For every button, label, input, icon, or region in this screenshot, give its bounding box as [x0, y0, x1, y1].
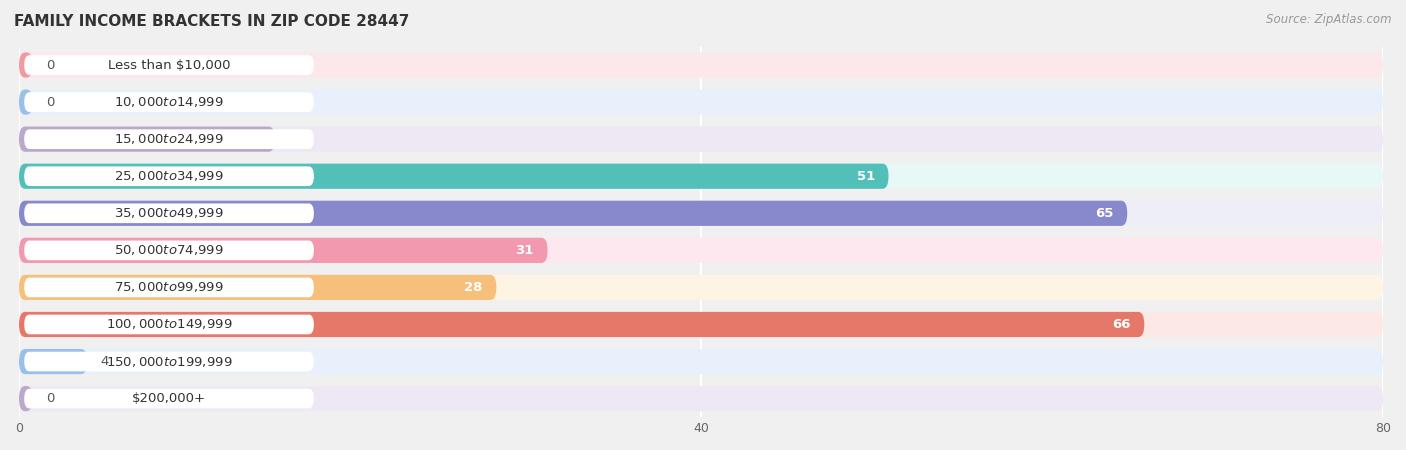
FancyBboxPatch shape: [24, 315, 314, 334]
FancyBboxPatch shape: [20, 126, 1384, 152]
Text: 31: 31: [516, 244, 534, 257]
FancyBboxPatch shape: [24, 55, 314, 75]
Text: $10,000 to $14,999: $10,000 to $14,999: [114, 95, 224, 109]
FancyBboxPatch shape: [20, 349, 87, 374]
Text: $150,000 to $199,999: $150,000 to $199,999: [105, 355, 232, 369]
FancyBboxPatch shape: [20, 275, 1384, 300]
FancyBboxPatch shape: [20, 201, 1128, 226]
FancyBboxPatch shape: [24, 166, 314, 186]
FancyBboxPatch shape: [20, 386, 32, 411]
Text: 0: 0: [46, 95, 55, 108]
FancyBboxPatch shape: [20, 164, 889, 189]
FancyBboxPatch shape: [20, 164, 1384, 189]
Text: 0: 0: [46, 392, 55, 405]
Text: 15: 15: [243, 133, 262, 146]
Text: $75,000 to $99,999: $75,000 to $99,999: [114, 280, 224, 294]
Text: Source: ZipAtlas.com: Source: ZipAtlas.com: [1267, 14, 1392, 27]
FancyBboxPatch shape: [24, 278, 314, 297]
Text: 65: 65: [1095, 207, 1114, 220]
Text: Less than $10,000: Less than $10,000: [108, 58, 231, 72]
FancyBboxPatch shape: [20, 275, 496, 300]
FancyBboxPatch shape: [24, 92, 314, 112]
FancyBboxPatch shape: [24, 240, 314, 260]
FancyBboxPatch shape: [20, 312, 1144, 337]
FancyBboxPatch shape: [20, 53, 32, 78]
Text: 28: 28: [464, 281, 482, 294]
Text: $200,000+: $200,000+: [132, 392, 207, 405]
FancyBboxPatch shape: [20, 126, 274, 152]
FancyBboxPatch shape: [20, 53, 1384, 78]
FancyBboxPatch shape: [20, 90, 1384, 115]
Text: 66: 66: [1112, 318, 1130, 331]
Text: FAMILY INCOME BRACKETS IN ZIP CODE 28447: FAMILY INCOME BRACKETS IN ZIP CODE 28447: [14, 14, 409, 28]
FancyBboxPatch shape: [20, 312, 1384, 337]
FancyBboxPatch shape: [20, 238, 1384, 263]
FancyBboxPatch shape: [20, 201, 1384, 226]
FancyBboxPatch shape: [24, 129, 314, 149]
Text: 0: 0: [46, 58, 55, 72]
FancyBboxPatch shape: [20, 349, 1384, 374]
Text: $25,000 to $34,999: $25,000 to $34,999: [114, 169, 224, 183]
FancyBboxPatch shape: [20, 90, 32, 115]
FancyBboxPatch shape: [20, 386, 1384, 411]
FancyBboxPatch shape: [20, 238, 547, 263]
Text: $15,000 to $24,999: $15,000 to $24,999: [114, 132, 224, 146]
FancyBboxPatch shape: [24, 203, 314, 223]
FancyBboxPatch shape: [24, 389, 314, 409]
Text: $100,000 to $149,999: $100,000 to $149,999: [105, 318, 232, 332]
Text: 4: 4: [101, 355, 110, 368]
FancyBboxPatch shape: [24, 352, 314, 371]
Text: 51: 51: [856, 170, 875, 183]
Text: $50,000 to $74,999: $50,000 to $74,999: [114, 243, 224, 257]
Text: $35,000 to $49,999: $35,000 to $49,999: [114, 206, 224, 220]
